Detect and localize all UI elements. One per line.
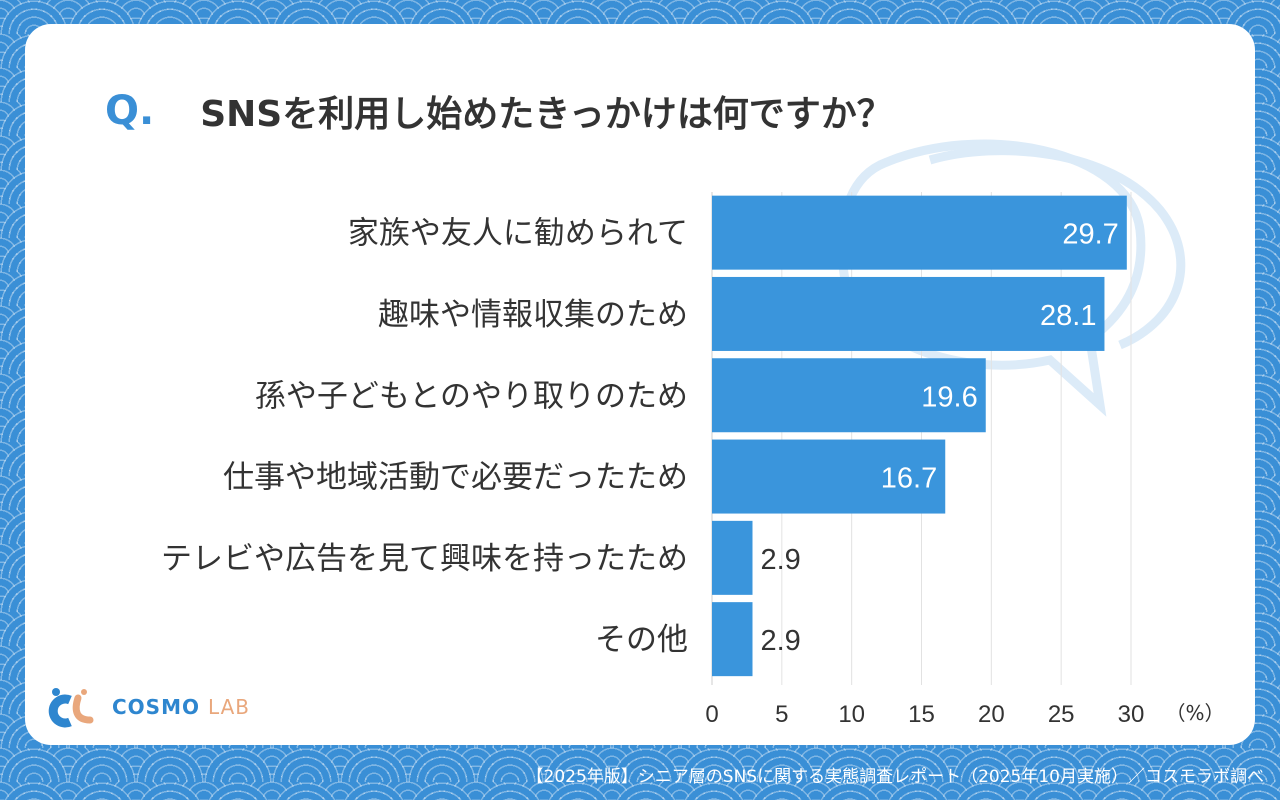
bar [712, 602, 753, 677]
value-label: 19.6 [921, 381, 977, 413]
value-label: 28.1 [1040, 300, 1096, 332]
x-tick-label: 0 [705, 701, 718, 728]
logo-mark-icon [48, 688, 94, 728]
x-tick-label: 15 [908, 701, 935, 728]
category-label: 孫や子どもとのやり取りのため [255, 378, 688, 414]
source-footer: 【2025年版】シニア層のSNSに関する実態調査レポート（2025年10月実施）… [526, 767, 1264, 787]
value-label: 2.9 [761, 625, 801, 657]
bar [712, 439, 946, 514]
bar [712, 358, 986, 433]
value-label: 29.7 [1062, 219, 1118, 251]
bar [712, 276, 1105, 351]
x-tick-label: 5 [775, 701, 788, 728]
question-text: SNSを利用し始めたきっかけは何ですか？ [200, 94, 893, 135]
category-label: 家族や友人に勧められて [348, 216, 688, 252]
category-label: 仕事や地域活動で必要だったため [223, 460, 688, 496]
bar [712, 195, 1127, 270]
page-title: Q. SNSを利用し始めたきっかけは何ですか？ [105, 85, 893, 137]
category-label: 趣味や情報収集のため [378, 297, 688, 333]
value-label: 2.9 [761, 544, 801, 576]
logo-text-cosmo: COSMO [112, 695, 200, 719]
value-label: 16.7 [881, 463, 937, 495]
bar [712, 520, 753, 595]
cosmo-lab-logo: COSMO LAB [48, 686, 250, 728]
card [25, 24, 1255, 745]
category-label: その他 [595, 622, 688, 658]
logo-text-lab: LAB [208, 695, 251, 719]
question-prefix: Q. [105, 88, 155, 134]
category-label: テレビや広告を見て興味を持ったため [161, 541, 688, 577]
x-tick-label: 10 [838, 701, 865, 728]
x-tick-label: 30 [1118, 701, 1145, 728]
x-tick-label: 20 [978, 701, 1005, 728]
x-tick-label: 25 [1048, 701, 1075, 728]
x-unit-label: （%） [1165, 701, 1224, 725]
